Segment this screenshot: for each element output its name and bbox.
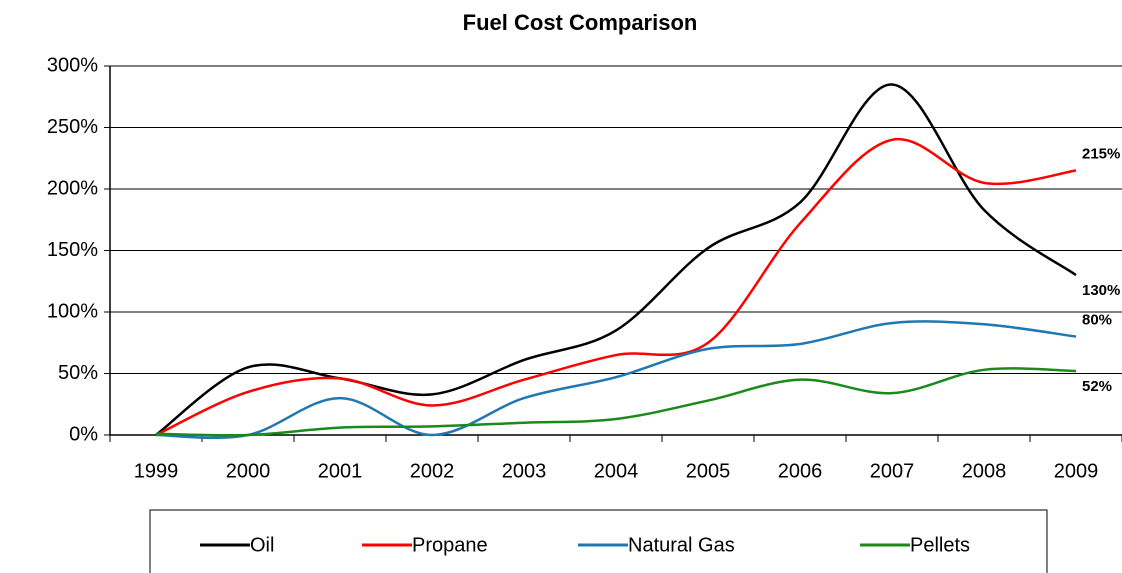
data-label: 80%	[1082, 312, 1112, 329]
legend-box	[149, 509, 1048, 573]
x-tick-label: 2000	[226, 460, 271, 482]
x-tick-label: 2004	[594, 460, 639, 482]
y-tick-label: 50%	[58, 362, 98, 384]
series-line	[155, 320, 1077, 439]
x-tick-label: 2003	[502, 460, 547, 482]
y-tick-label: 0%	[69, 423, 98, 445]
legend-label: Propane	[412, 534, 488, 556]
series-line	[155, 137, 1077, 437]
x-tick-label: 2009	[1054, 460, 1099, 482]
series-line	[155, 367, 1077, 437]
x-tick-label: 2007	[870, 460, 915, 482]
x-tick-label: 1999	[134, 460, 179, 482]
x-tick-label: 2005	[686, 460, 731, 482]
x-tick-label: 2006	[778, 460, 823, 482]
chart-title: Fuel Cost Comparison	[463, 10, 698, 35]
y-tick-label: 150%	[47, 239, 98, 261]
data-label: 52%	[1082, 378, 1112, 395]
x-tick-label: 2002	[410, 460, 455, 482]
y-tick-label: 300%	[47, 54, 98, 76]
y-tick-label: 100%	[47, 300, 98, 322]
series-line	[155, 83, 1077, 437]
legend-label: Oil	[250, 534, 274, 556]
x-tick-label: 2001	[318, 460, 363, 482]
x-tick-label: 2008	[962, 460, 1007, 482]
data-label: 215%	[1082, 146, 1120, 163]
y-tick-label: 200%	[47, 177, 98, 199]
y-tick-label: 250%	[47, 116, 98, 138]
legend-label: Natural Gas	[628, 534, 735, 556]
legend-label: Pellets	[910, 534, 970, 556]
data-label: 130%	[1082, 282, 1120, 299]
